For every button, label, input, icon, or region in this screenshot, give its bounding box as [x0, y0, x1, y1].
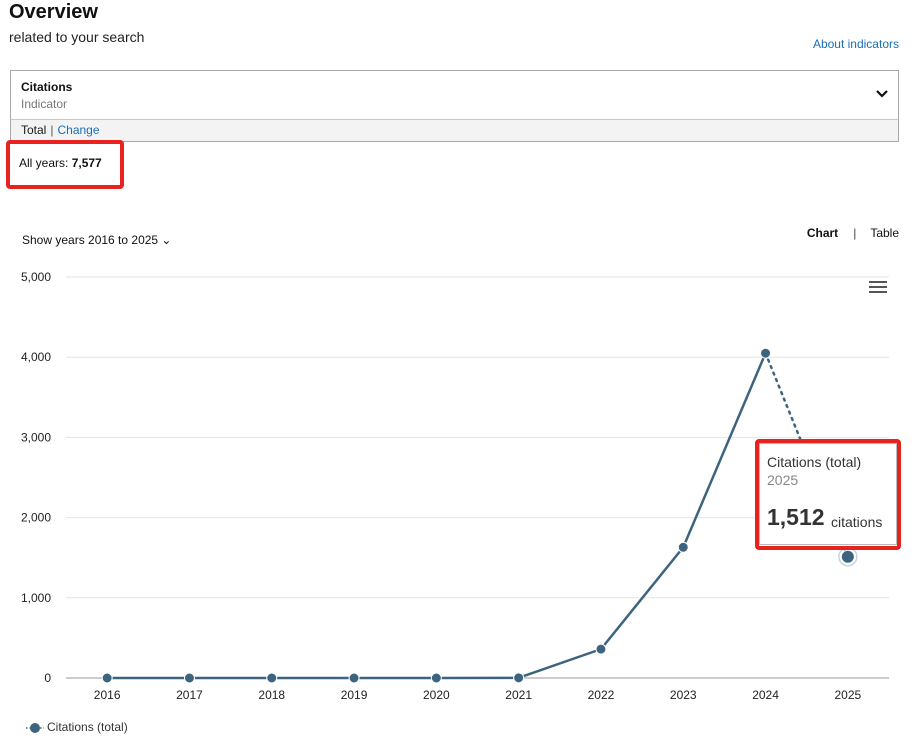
legend-marker-icon [26, 722, 44, 733]
data-point [348, 672, 360, 684]
data-point [513, 672, 525, 684]
x-tick-label: 2020 [423, 688, 450, 702]
separator: | [50, 123, 54, 137]
all-years-summary: All years: 7,577 [19, 156, 102, 170]
chart-legend[interactable]: Citations (total) [26, 720, 128, 734]
y-tick-label: 2,000 [21, 511, 51, 525]
hamburger-menu-icon[interactable] [869, 281, 887, 295]
about-indicators-link[interactable]: About indicators [812, 37, 899, 51]
indicator-select[interactable]: Citations Indicator [10, 70, 899, 120]
tooltip-value: 1,512 [767, 504, 825, 530]
data-point [266, 672, 278, 684]
x-tick-label: 2024 [752, 688, 779, 702]
tooltip-series-name: Citations (total) [767, 454, 862, 470]
indicator-title: Citations [21, 80, 73, 94]
separator: | [853, 226, 857, 240]
highlight-box-tooltip [755, 439, 901, 550]
y-tick-label: 0 [44, 671, 51, 685]
data-point [840, 549, 855, 564]
x-tick-label: 2025 [834, 688, 861, 702]
x-tick-label: 2022 [588, 688, 615, 702]
y-tick-label: 1,000 [21, 591, 51, 605]
data-point [677, 541, 689, 553]
y-tick-label: 3,000 [21, 430, 51, 444]
show-years-dropdown[interactable]: Show years 2016 to 2025 ⌄ [22, 233, 172, 247]
x-tick-label: 2016 [94, 688, 121, 702]
x-tick-label: 2023 [670, 688, 697, 702]
data-point [183, 672, 195, 684]
indicator-subtitle: Indicator [21, 97, 68, 111]
chart-tooltip: Citations (total) 2025 1,512 citations [759, 443, 897, 545]
legend-label: Citations (total) [47, 720, 128, 734]
view-toggle: Chart | Table [807, 226, 899, 240]
page-subtitle: related to your search [9, 29, 145, 45]
x-tick-label: 2017 [176, 688, 203, 702]
chevron-down-icon [876, 85, 888, 101]
data-point [430, 672, 442, 684]
x-tick-label: 2018 [258, 688, 285, 702]
y-tick-label: 5,000 [21, 270, 51, 284]
total-bar: Total | Change [10, 119, 899, 142]
tab-table[interactable]: Table [870, 226, 899, 240]
tooltip-year: 2025 [767, 472, 799, 488]
data-point [760, 347, 772, 359]
page-title: Overview [9, 1, 98, 23]
series-line [107, 352, 767, 680]
x-tick-label: 2019 [341, 688, 368, 702]
total-label: Total [21, 123, 47, 137]
y-tick-label: 4,000 [21, 350, 51, 364]
data-point [595, 643, 607, 655]
x-tick-label: 2021 [505, 688, 532, 702]
data-point [101, 672, 113, 684]
tooltip-unit: citations [831, 514, 883, 530]
tab-chart[interactable]: Chart [806, 226, 839, 240]
change-link[interactable]: Change [57, 123, 100, 137]
highlight-box-summary [6, 140, 124, 189]
all-years-value: 7,577 [71, 156, 102, 170]
all-years-label: All years: [19, 156, 69, 170]
